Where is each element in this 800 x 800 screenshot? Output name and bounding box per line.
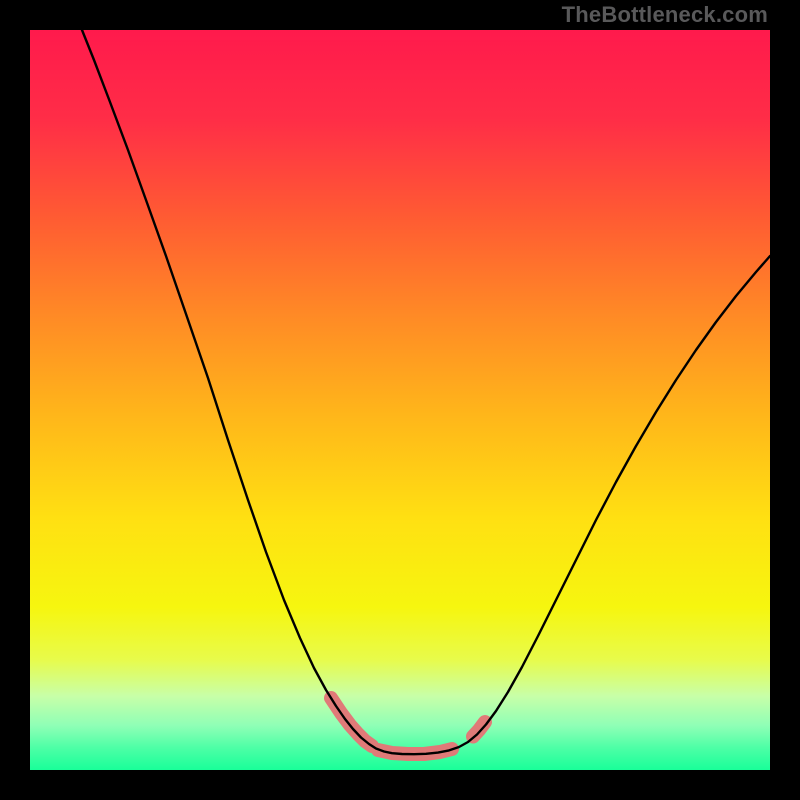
plot-background: [30, 30, 770, 770]
chart-svg: [0, 0, 800, 800]
chart-stage: TheBottleneck.com: [0, 0, 800, 800]
